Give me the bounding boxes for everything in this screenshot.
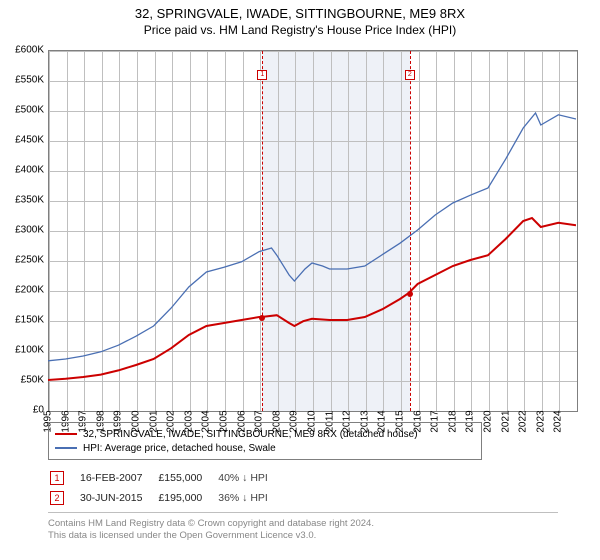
- footer-line: This data is licensed under the Open Gov…: [48, 530, 558, 542]
- event-delta: 40% ↓ HPI: [218, 469, 282, 487]
- x-axis-label: 2023: [535, 410, 546, 432]
- page-subtitle: Price paid vs. HM Land Registry's House …: [0, 23, 600, 37]
- legend-label: 32, SPRINGVALE, IWADE, SITTINGBOURNE, ME…: [83, 429, 418, 440]
- y-axis-label: £200K: [0, 285, 44, 296]
- y-axis-label: £450K: [0, 135, 44, 146]
- x-axis-label: 2021: [500, 410, 511, 432]
- event-price: £155,000: [158, 469, 216, 487]
- y-axis-label: £150K: [0, 315, 44, 326]
- event-price: £195,000: [158, 489, 216, 507]
- y-axis-label: £350K: [0, 195, 44, 206]
- events-table: 1 16-FEB-2007 £155,000 40% ↓ HPI 2 30-JU…: [48, 467, 284, 509]
- x-axis-label: 2020: [483, 410, 494, 432]
- x-axis-label: 2022: [518, 410, 529, 432]
- table-row: 2 30-JUN-2015 £195,000 36% ↓ HPI: [50, 489, 282, 507]
- legend-label: HPI: Average price, detached house, Swal…: [83, 443, 276, 454]
- y-axis-label: £100K: [0, 345, 44, 356]
- y-axis-label: £500K: [0, 105, 44, 116]
- footer-line: Contains HM Land Registry data © Crown c…: [48, 518, 558, 530]
- y-axis-label: £0: [0, 405, 44, 416]
- chart-area: 12 £0£50K£100K£150K£200K£250K£300K£350K£…: [48, 50, 576, 410]
- legend: 32, SPRINGVALE, IWADE, SITTINGBOURNE, ME…: [48, 422, 482, 460]
- legend-swatch: [55, 447, 77, 449]
- y-axis-label: £50K: [0, 375, 44, 386]
- page-title: 32, SPRINGVALE, IWADE, SITTINGBOURNE, ME…: [0, 6, 600, 21]
- y-axis-label: £600K: [0, 45, 44, 56]
- y-axis-label: £550K: [0, 75, 44, 86]
- legend-swatch: [55, 433, 77, 435]
- legend-item-hpi: HPI: Average price, detached house, Swal…: [55, 441, 475, 455]
- legend-item-subject: 32, SPRINGVALE, IWADE, SITTINGBOURNE, ME…: [55, 427, 475, 441]
- event-date: 30-JUN-2015: [80, 489, 156, 507]
- event-delta: 36% ↓ HPI: [218, 489, 282, 507]
- event-marker-icon: 2: [50, 491, 64, 505]
- x-axis-label: 2024: [553, 410, 564, 432]
- y-axis-label: £400K: [0, 165, 44, 176]
- table-row: 1 16-FEB-2007 £155,000 40% ↓ HPI: [50, 469, 282, 487]
- line-chart: [48, 50, 576, 410]
- series-subject: [48, 218, 576, 380]
- event-date: 16-FEB-2007: [80, 469, 156, 487]
- event-marker-icon: 1: [50, 471, 64, 485]
- y-axis-label: £300K: [0, 225, 44, 236]
- y-axis-label: £250K: [0, 255, 44, 266]
- footer: Contains HM Land Registry data © Crown c…: [48, 512, 558, 542]
- series-hpi: [48, 113, 576, 361]
